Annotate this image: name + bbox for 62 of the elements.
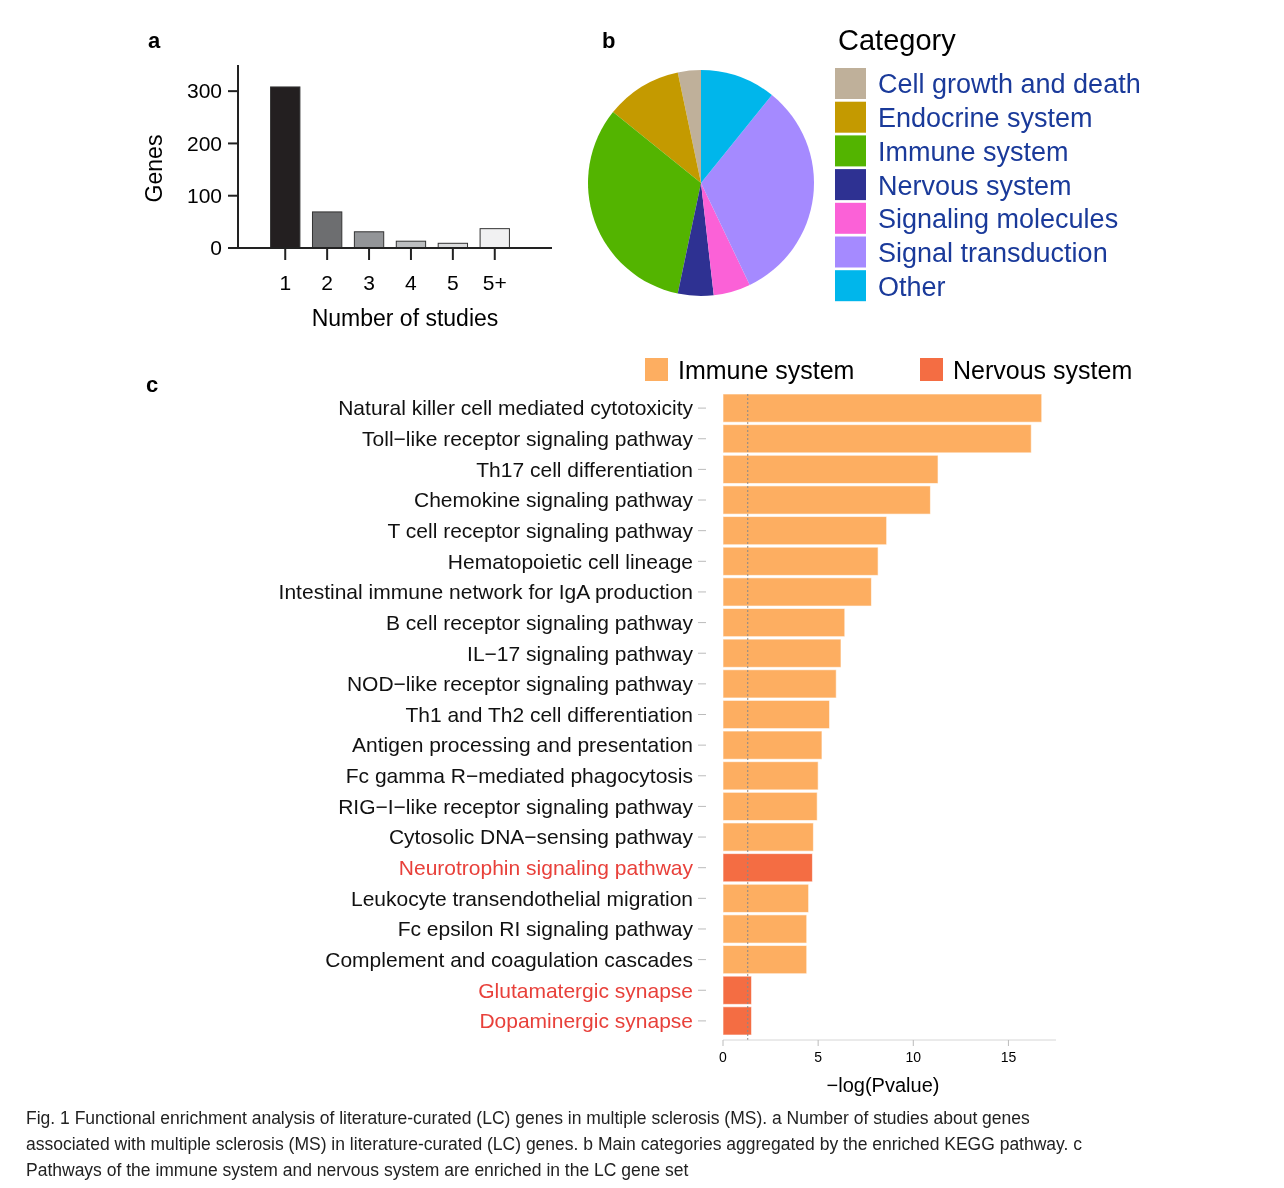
y-tick-label: Th17 cell differentiation [476, 457, 693, 481]
y-tick-label: 200 [186, 131, 222, 155]
y-tick-label: 100 [186, 184, 222, 208]
x-tick-label: 5+ [482, 271, 507, 294]
y-axis-title: Genes [141, 134, 167, 203]
pie-slice [677, 70, 701, 183]
y-tick-label: Th1 and Th2 cell differentiation [405, 702, 693, 726]
y-tick-label: Leukocyte transendothelial migration [350, 886, 693, 910]
y-tick-label: 300 [186, 79, 222, 103]
y-tick-label: Antigen processing and presentation [352, 733, 693, 757]
x-tick-label: 5 [814, 1048, 823, 1065]
y-tick-label: Fc epsilon RI signaling pathway [397, 917, 694, 941]
y-tick-label: Chemokine signaling pathway [414, 488, 694, 512]
legend-title: Category [838, 24, 957, 56]
y-tick-label: Fc gamma R−mediated phagocytosis [345, 764, 693, 788]
bar [479, 228, 510, 249]
y-tick-label: IL−17 signaling pathway [467, 641, 694, 665]
y-tick-label: B cell receptor signaling pathway [385, 610, 694, 634]
y-tick-label: Complement and coagulation cascades [325, 947, 693, 971]
legend-label: Immune system [878, 136, 1069, 167]
x-tick-label: 4 [405, 271, 418, 294]
pie-slice [677, 183, 714, 296]
x-tick-label: 15 [1000, 1048, 1017, 1065]
y-tick-label: RIG−I−like receptor signaling pathway [338, 794, 694, 818]
legend-label: Other [878, 271, 946, 302]
pie-slice [613, 72, 701, 183]
y-tick-label: Hematopoietic cell lineage [447, 549, 693, 573]
x-tick-label: 0 [719, 1048, 728, 1065]
legend-label: Nervous system [878, 170, 1072, 201]
legend-label: Nervous system [953, 355, 1133, 384]
y-tick-label: Toll−like receptor signaling pathway [362, 427, 694, 451]
legend-label: Cell growth and death [878, 69, 1141, 100]
x-tick-label: 1 [279, 271, 292, 294]
y-tick-label: Intestinal immune network for IgA production [278, 580, 693, 604]
legend-label: Endocrine system [878, 103, 1093, 134]
y-tick-label: Cytosolic DNA−sensing pathway [388, 825, 694, 849]
y-tick-label: NOD−like receptor signaling pathway [346, 672, 694, 696]
y-tick-label: Neurotrophin signaling pathway [398, 856, 694, 880]
y-tick-label: Natural killer cell mediated cytotoxicity [338, 396, 694, 420]
y-tick-label: 0 [210, 236, 222, 260]
pie-slice [701, 70, 772, 183]
x-tick-label: 10 [905, 1048, 922, 1065]
pie-slice [588, 112, 701, 294]
legend-label: Immune system [678, 355, 855, 384]
x-axis-title: Number of studies [311, 305, 499, 331]
x-tick-label: 2 [321, 271, 333, 294]
legend-label: Signal transduction [878, 237, 1108, 268]
bar [353, 231, 385, 249]
chart-title: b [602, 28, 616, 53]
text: c [146, 372, 159, 397]
y-tick-label: Dopaminergic synapse [479, 1009, 693, 1033]
y-tick-label: Glutamatergic synapse [478, 978, 693, 1002]
legend-label: Signaling molecules [878, 204, 1119, 235]
bar [311, 211, 343, 249]
y-tick-label: T cell receptor signaling pathway [387, 519, 694, 543]
chart-title: a [148, 28, 161, 53]
x-tick-label: 3 [363, 271, 375, 294]
x-tick-label: 5 [447, 271, 459, 294]
pie-slice [701, 183, 750, 296]
x-axis-title: −log(Pvalue) [826, 1074, 940, 1096]
caption: Fig. 1 Functional enrichment analysis of literature-curated (LC) genes in multiple sclerosis (MS). a Number of studies about genes associated with multiple sclerosis (MS) in literature-curated (LC) genes. b Main categories aggregated by the enriched KEGG pathway. c Pathways of the immune system and nervous system are enriched in the LC gene set [26, 1108, 1083, 1180]
pie-slice [701, 95, 814, 285]
